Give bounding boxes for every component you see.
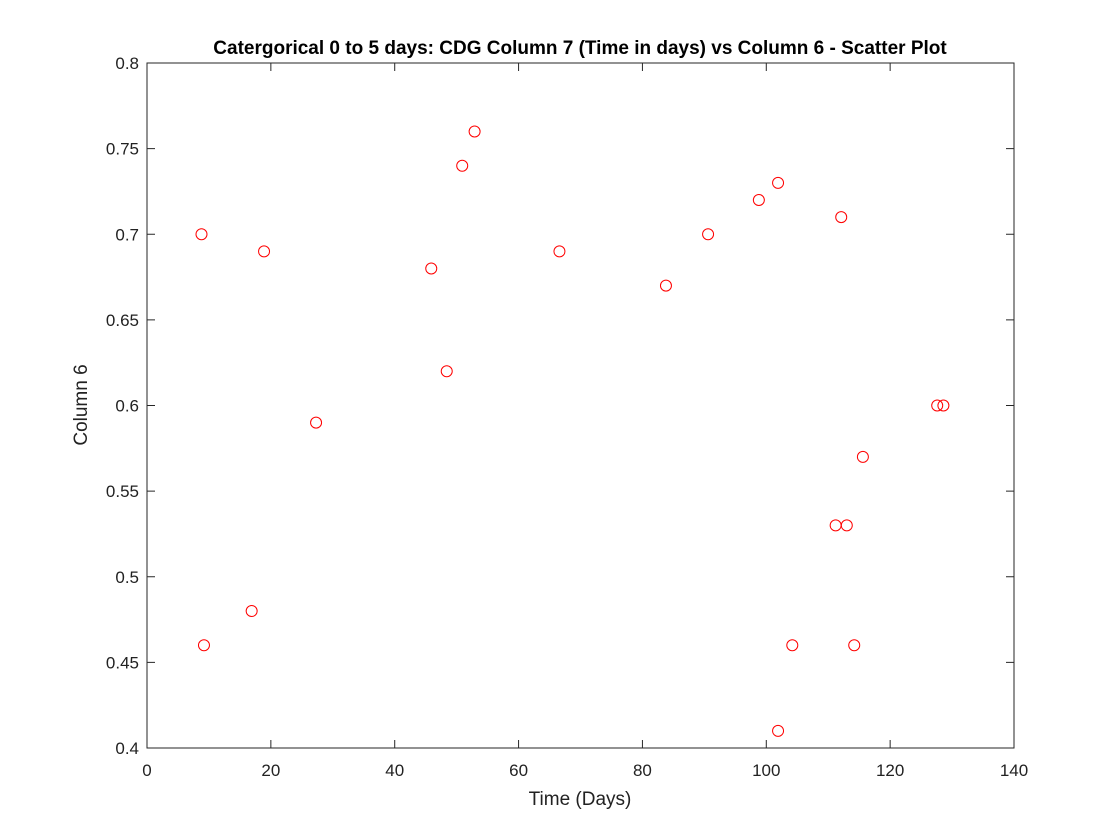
plot-area (147, 63, 1014, 748)
x-tick-label: 40 (385, 761, 404, 780)
x-tick-label: 60 (509, 761, 528, 780)
data-point (197, 639, 210, 652)
data-point (659, 279, 672, 292)
y-tick-label: 0.75 (106, 140, 139, 159)
data-point (772, 724, 785, 737)
axes-box (146, 62, 1015, 749)
data-point (553, 245, 566, 258)
chart-title: Catergorical 0 to 5 days: CDG Column 7 (… (213, 38, 947, 59)
x-tick-label: 140 (1000, 761, 1028, 780)
y-tick-label: 0.45 (106, 653, 139, 672)
data-point (440, 365, 453, 378)
data-point (310, 416, 323, 429)
data-point (786, 639, 799, 652)
data-point (835, 211, 848, 224)
data-point (468, 125, 481, 138)
data-point (856, 450, 869, 463)
x-tick-label: 0 (142, 761, 151, 780)
data-point (937, 399, 950, 412)
data-point (245, 605, 258, 617)
data-point (931, 399, 944, 412)
data-points (195, 125, 950, 737)
y-tick-label: 0.5 (115, 568, 139, 587)
data-point (840, 519, 853, 532)
data-point (258, 245, 271, 258)
x-tick-label: 100 (752, 761, 780, 780)
y-tick-label: 0.55 (106, 482, 139, 501)
data-point (425, 262, 438, 275)
x-tick-label: 120 (876, 761, 904, 780)
x-tick-label: 20 (261, 761, 280, 780)
data-point (848, 639, 861, 652)
y-tick-label: 0.7 (115, 225, 139, 244)
x-axis-label: Time (Days) (529, 789, 632, 810)
y-tick-label: 0.65 (106, 311, 139, 330)
y-tick-label: 0.4 (115, 739, 139, 758)
data-point (456, 159, 469, 172)
data-point (772, 176, 785, 189)
data-point (195, 228, 208, 241)
axis-ticks: 0 20 40 60 80 100 120 140 0.4 0.45 0.5 0.55 0.6 0.65 0… (106, 54, 1028, 780)
y-tick-label: 0.6 (115, 397, 139, 416)
data-point (702, 228, 715, 241)
y-tick-label: 0.8 (115, 54, 139, 73)
data-point (752, 194, 765, 206)
y-axis-label: Column 6 (71, 364, 92, 445)
x-tick-label: 80 (633, 761, 652, 780)
